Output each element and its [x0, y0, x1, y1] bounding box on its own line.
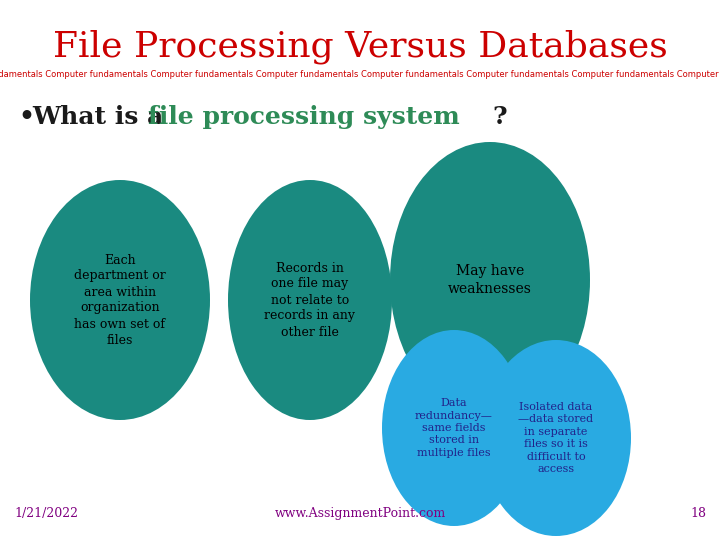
Text: Data
redundancy—
same fields
stored in
multiple files: Data redundancy— same fields stored in m…	[415, 398, 493, 458]
Text: Computer fundamentals Computer fundamentals Computer fundamentals Computer funda: Computer fundamentals Computer fundament…	[0, 70, 720, 79]
Ellipse shape	[228, 180, 392, 420]
Text: 1/21/2022: 1/21/2022	[14, 507, 78, 520]
Text: Records in
one file may
not relate to
records in any
other file: Records in one file may not relate to re…	[264, 261, 356, 339]
Ellipse shape	[481, 340, 631, 536]
Ellipse shape	[30, 180, 210, 420]
Text: Each
department or
area within
organization
has own set of
files: Each department or area within organizat…	[74, 253, 166, 347]
Text: File Processing Versus Databases: File Processing Versus Databases	[53, 30, 667, 64]
Text: www.AssignmentPoint.com: www.AssignmentPoint.com	[274, 507, 446, 520]
Text: ?: ?	[492, 105, 507, 129]
Text: file processing system: file processing system	[148, 105, 460, 129]
Text: Isolated data
—data stored
in separate
files so it is
difficult to
access: Isolated data —data stored in separate f…	[518, 402, 593, 474]
Ellipse shape	[382, 330, 526, 526]
Text: 18: 18	[690, 507, 706, 520]
Text: What is a: What is a	[32, 105, 172, 129]
Text: May have
weaknesses: May have weaknesses	[448, 265, 532, 296]
Ellipse shape	[390, 142, 590, 418]
Text: •: •	[18, 105, 34, 129]
